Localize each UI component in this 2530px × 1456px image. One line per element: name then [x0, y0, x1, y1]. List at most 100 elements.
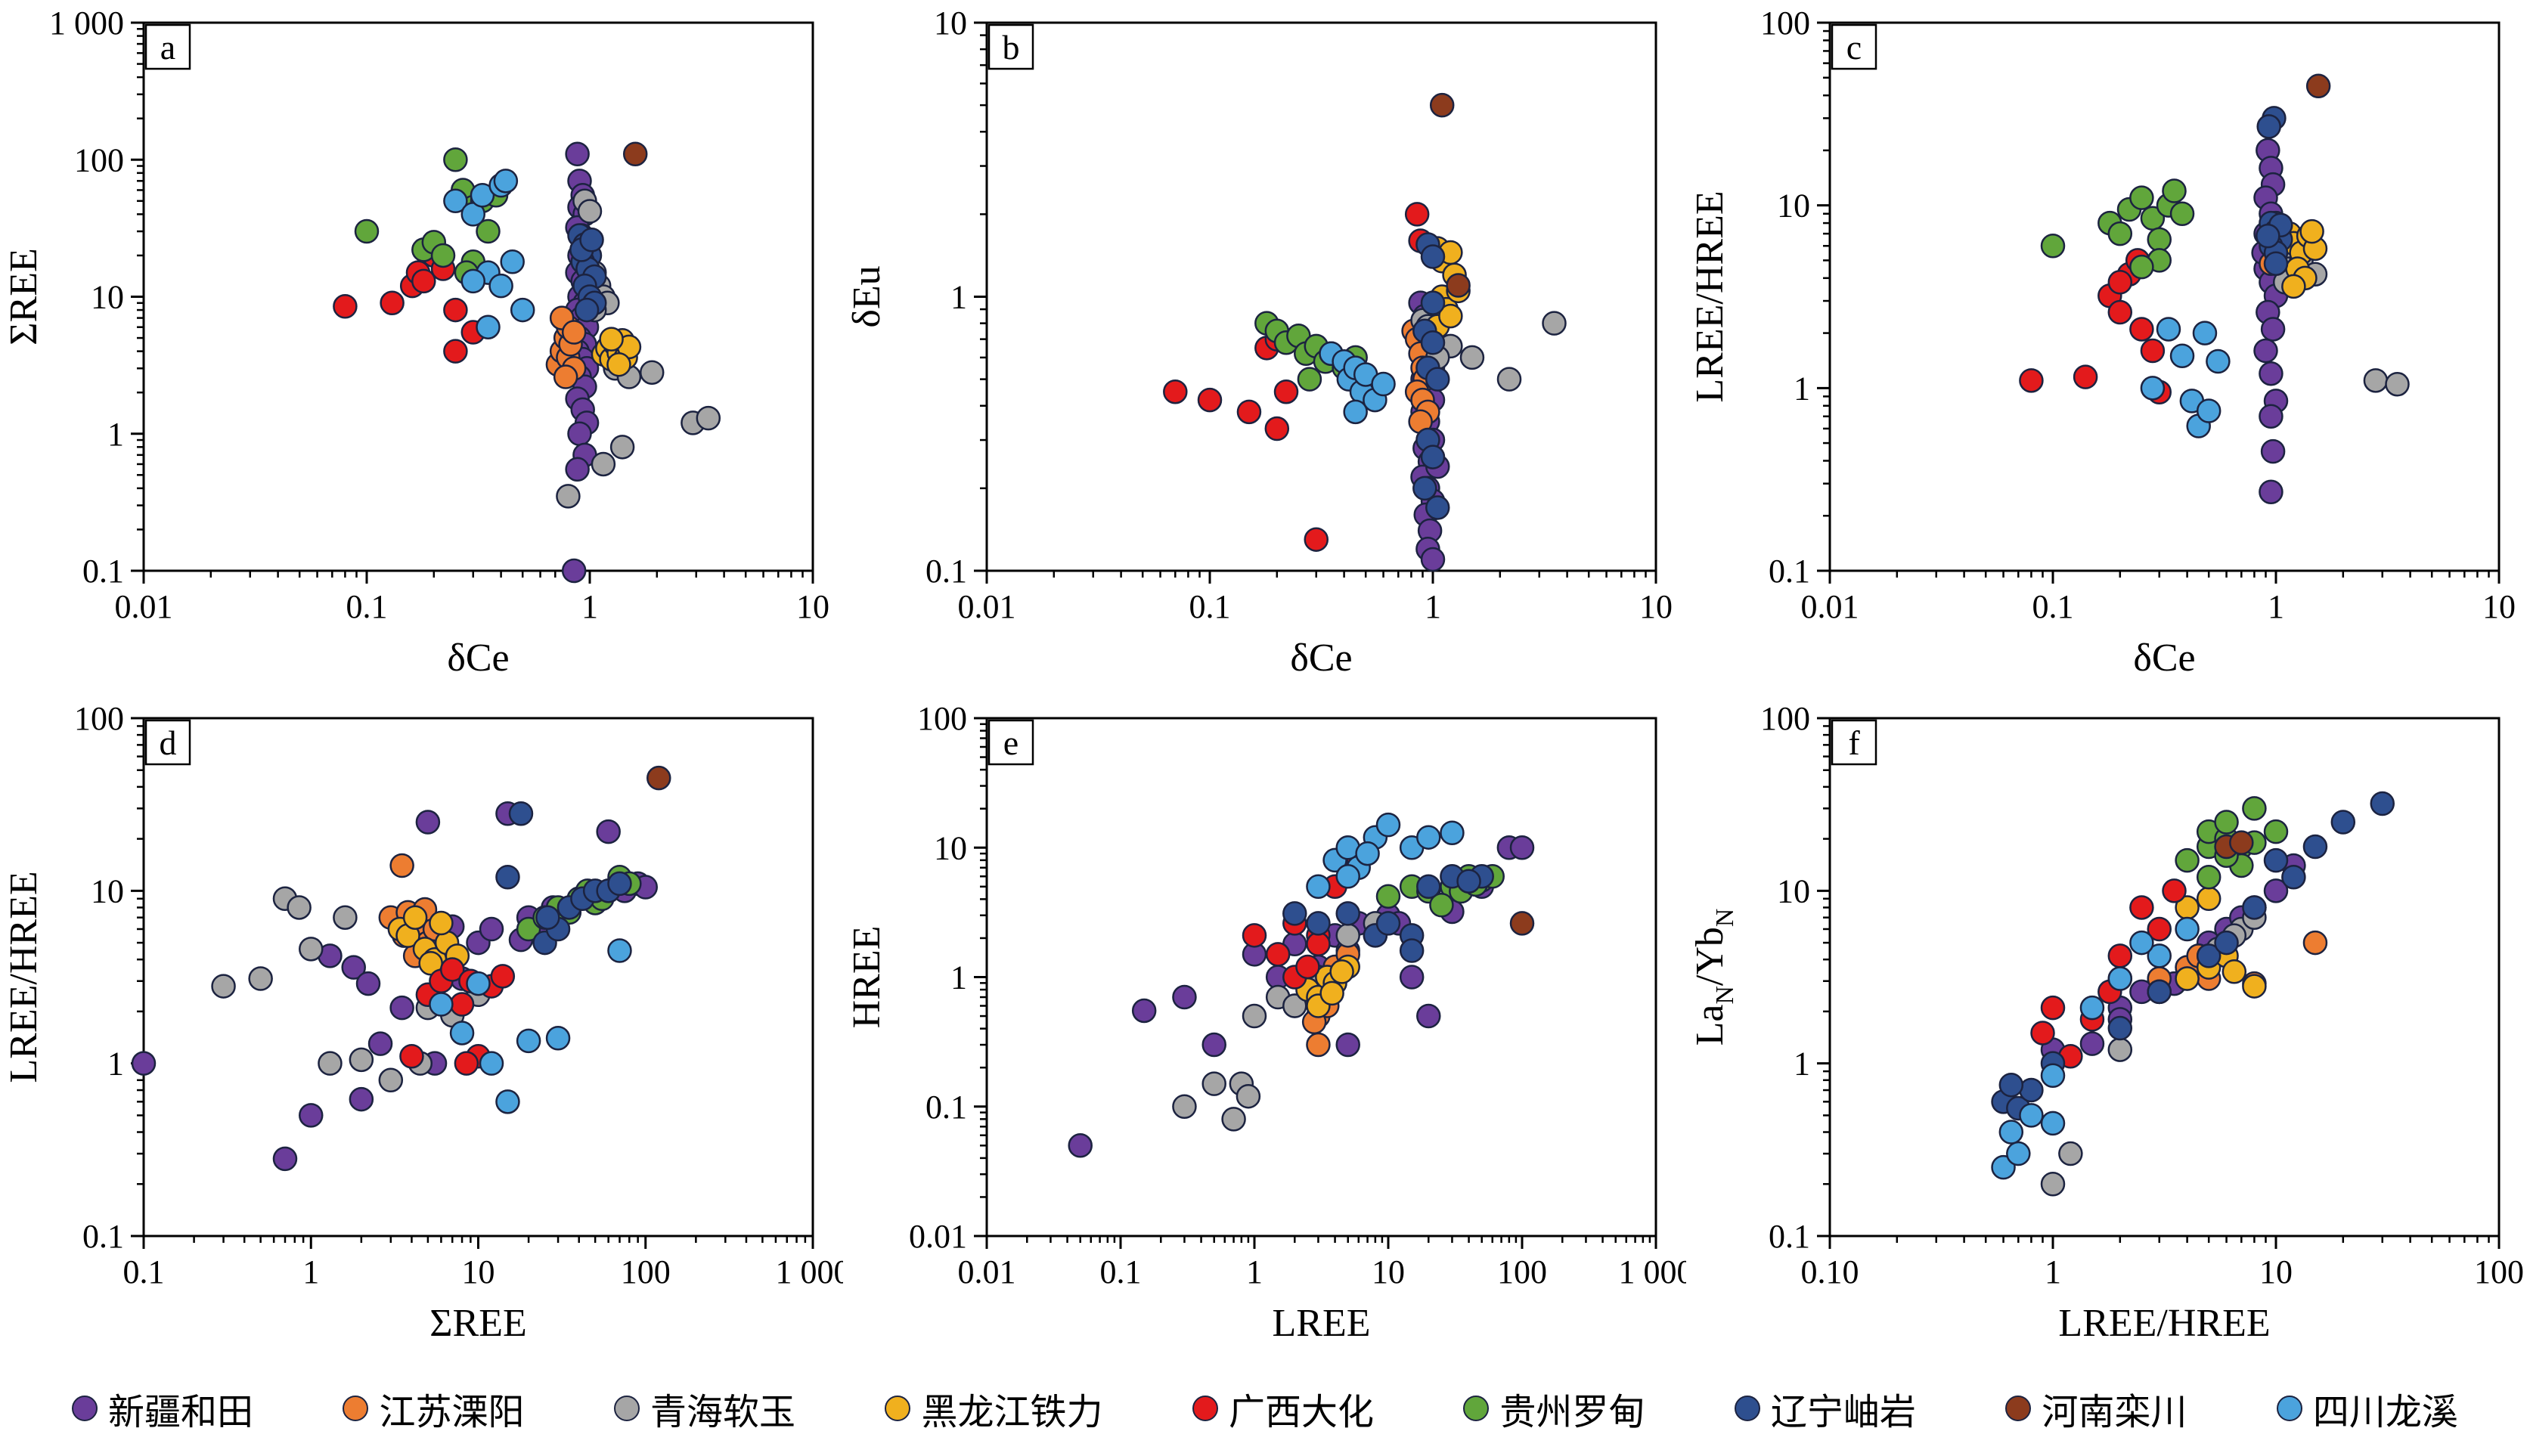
- data-point: [1420, 330, 1446, 355]
- data-point: [1416, 874, 1441, 900]
- legend-label: 黑龙江铁力: [921, 1392, 1103, 1433]
- data-point: [2107, 269, 2133, 295]
- data-point: [1355, 841, 1380, 866]
- y-tick-label: 0.1: [925, 1089, 967, 1126]
- data-point: [2129, 317, 2154, 342]
- x-tick-label: 100: [621, 1253, 671, 1290]
- data-point: [567, 421, 592, 446]
- data-point: [402, 905, 428, 930]
- data-point: [2260, 438, 2286, 464]
- x-tick-label: 100: [1497, 1253, 1547, 1290]
- data-point: [1412, 476, 1437, 501]
- data-point: [443, 188, 468, 214]
- text-run: LREE/HREE: [2, 871, 45, 1083]
- x-tick-label: 10: [796, 588, 829, 625]
- data-point: [430, 243, 456, 268]
- data-point: [2140, 376, 2166, 401]
- y-tick-label: 1: [107, 1046, 124, 1083]
- legend-item: 辽宁岫岩: [1734, 1382, 1916, 1435]
- data-point: [354, 218, 380, 244]
- data-point: [2107, 1015, 2133, 1041]
- data-point: [211, 974, 236, 999]
- data-point: [2196, 398, 2222, 423]
- data-point: [333, 905, 358, 930]
- data-point: [1201, 1032, 1226, 1058]
- data-point: [2107, 1037, 2133, 1062]
- x-axis-title: δCe: [2133, 637, 2195, 680]
- data-point: [439, 957, 465, 982]
- data-point: [2385, 371, 2410, 397]
- data-point: [2147, 943, 2172, 968]
- panel-f: 0.10 1 10 100 0.1 1 10 100 LREE/HREE LaN/YbN f: [1686, 695, 2529, 1361]
- series-河南栾川: [2305, 73, 2331, 99]
- data-point: [2196, 943, 2222, 968]
- data-point: [1131, 998, 1157, 1024]
- data-point: [2302, 834, 2328, 860]
- data-point: [2259, 404, 2284, 429]
- data-point: [2147, 979, 2172, 1005]
- data-point: [596, 819, 621, 844]
- data-point: [2363, 368, 2389, 393]
- panel-e: 0.01 0.1 1 10 100 1 000 0.01 0.1 1 10 100 LREE HREE e: [843, 695, 1694, 1361]
- data-point: [1509, 835, 1535, 860]
- data-point: [2196, 865, 2222, 890]
- panel-d: 0.1 1 10 100 1 000 0.1 1 10 100 ΣREE LREE/HREE d: [0, 695, 851, 1361]
- legend-item: 青海软玉: [613, 1382, 795, 1435]
- data-point: [1420, 244, 1446, 269]
- panel-a: 0.01 0.1 1 10 0.1 1 10 100 1 000 δCe ΣREE a: [0, 0, 843, 695]
- data-point: [565, 457, 590, 482]
- panel-label-box: [1831, 719, 1877, 766]
- data-point: [1425, 367, 1450, 392]
- series-河南栾川: [622, 141, 648, 166]
- text-run: La: [1688, 1005, 1732, 1046]
- data-point: [639, 360, 665, 385]
- data-point: [1496, 367, 1522, 392]
- data-point: [1335, 901, 1360, 926]
- data-point: [2253, 338, 2278, 364]
- data-point: [1264, 416, 1290, 441]
- data-point: [318, 1051, 343, 1076]
- data-point: [2147, 227, 2172, 252]
- chart-svg: 0.01 0.1 1 10 100 1 000 0.01 0.1 1 10 100 LREE HREE e: [845, 700, 1694, 1345]
- data-point: [349, 1047, 374, 1073]
- y-axis-title: δEu: [845, 265, 888, 327]
- data-point: [1509, 911, 1535, 936]
- data-point: [561, 558, 587, 584]
- y-tick-label: 100: [74, 141, 124, 178]
- data-point: [1420, 547, 1446, 572]
- plot-frame: [985, 21, 1657, 572]
- subscript: N: [1711, 909, 1739, 927]
- data-point: [443, 297, 468, 323]
- panel-label-box: [144, 23, 191, 70]
- series-河南栾川: [646, 765, 671, 791]
- x-tick-label: 0.01: [1801, 588, 1859, 625]
- series-河南栾川: [2214, 830, 2254, 860]
- series-贵州罗甸: [2040, 178, 2195, 280]
- data-point: [1306, 931, 1331, 957]
- data-point: [341, 955, 366, 980]
- data-point: [606, 352, 631, 377]
- y-tick-label: 100: [1760, 700, 1810, 737]
- data-point: [2259, 361, 2284, 386]
- data-point: [2040, 1172, 2066, 1197]
- legend-item: 黑龙江铁力: [885, 1382, 1102, 1435]
- data-point: [2169, 343, 2195, 369]
- y-tick-label: 0.1: [82, 1218, 124, 1255]
- data-point: [429, 910, 454, 936]
- data-point: [2175, 847, 2200, 873]
- legend-item: 河南栾川: [2005, 1382, 2187, 1435]
- charts-grid: 0.01 0.1 1 10 0.1 1 10 100 1 000 δCe ΣREE a 0.01 0.1…: [0, 0, 2529, 1361]
- data-point: [1335, 923, 1360, 948]
- data-point: [556, 484, 581, 509]
- series-江苏溧阳: [545, 305, 587, 389]
- legend-label: 青海软玉: [650, 1392, 795, 1433]
- data-point: [380, 290, 405, 316]
- data-point: [1456, 869, 1481, 894]
- text-run: LREE/HREE: [1688, 191, 1732, 402]
- data-point: [248, 966, 273, 991]
- series-四川龙溪: [1306, 812, 1465, 900]
- data-point: [2299, 218, 2324, 244]
- data-point: [1404, 202, 1430, 227]
- plot-frame: [1828, 21, 2501, 572]
- data-point: [479, 1051, 504, 1076]
